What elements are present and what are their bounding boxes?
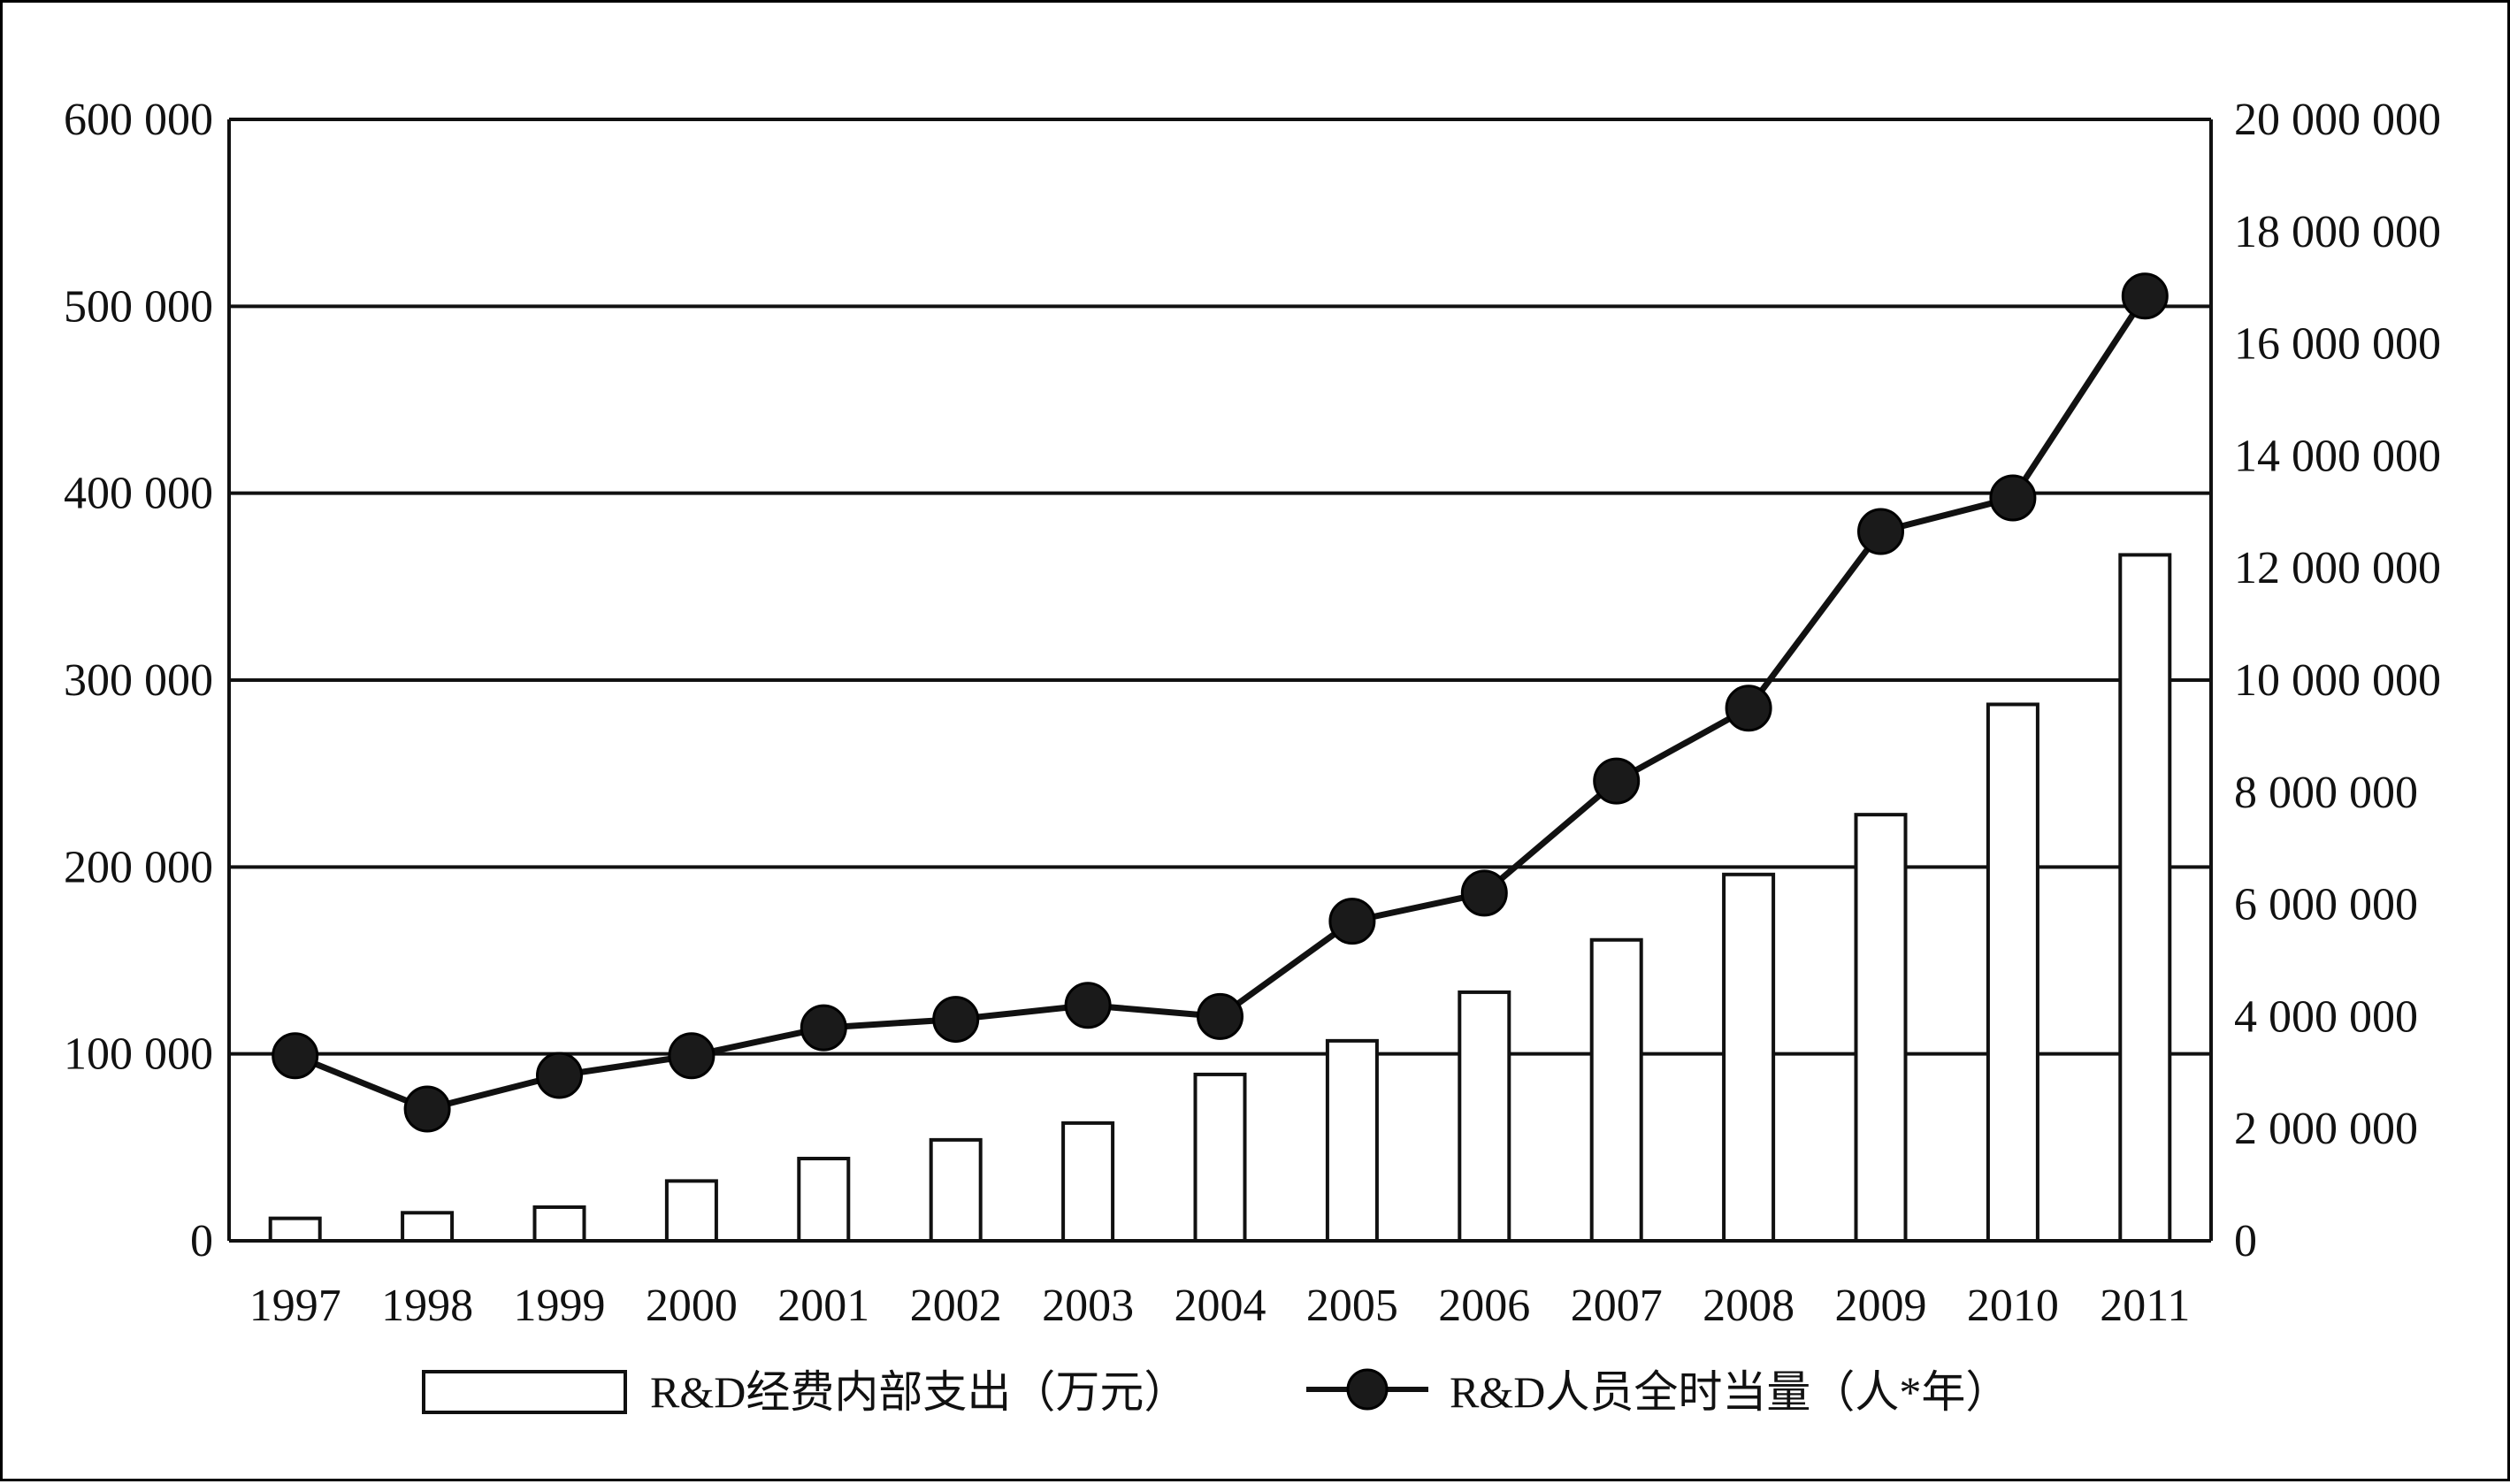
legend-bar-swatch (422, 1370, 627, 1414)
bar (1589, 937, 1643, 1243)
x-tick-label: 2011 (2100, 1281, 2190, 1331)
right-tick-label: 2 000 000 (2234, 1104, 2418, 1154)
left-tick-label: 200 000 (64, 842, 213, 892)
legend: R&D经费内部支出（万元） R&D人员全时当量（人*年） (422, 1367, 2009, 1417)
line-point (1857, 508, 1904, 555)
bar-series (268, 553, 2172, 1243)
line-point (932, 996, 980, 1044)
left-tick-label: 600 000 (64, 95, 213, 145)
right-tick-label: 20 000 000 (2234, 95, 2441, 145)
right-tick-label: 12 000 000 (2234, 543, 2441, 593)
line-point (668, 1032, 716, 1080)
x-tick-label: 2006 (1438, 1281, 1530, 1331)
line-point (536, 1052, 583, 1099)
left-tick-label: 100 000 (64, 1029, 213, 1080)
line-point (1989, 474, 2037, 522)
bar (1193, 1072, 1247, 1243)
bar (268, 1216, 322, 1243)
line-point (1064, 982, 1112, 1029)
bar (929, 1137, 983, 1243)
bar (401, 1211, 455, 1243)
x-tick-label: 2005 (1306, 1281, 1398, 1331)
right-tick-label: 8 000 000 (2234, 768, 2418, 818)
x-tick-label: 1998 (381, 1281, 473, 1331)
right-tick-label: 18 000 000 (2234, 207, 2441, 257)
right-tick-label: 6 000 000 (2234, 880, 2418, 930)
right-tick-label: 14 000 000 (2234, 431, 2441, 481)
x-tick-label: 2010 (1967, 1281, 2059, 1331)
line-point (1725, 685, 1772, 732)
bar (2118, 553, 2172, 1243)
line-point (1197, 992, 1244, 1040)
bar (1854, 813, 1908, 1243)
x-tick-label: 2008 (1703, 1281, 1794, 1331)
x-tick-label: 2009 (1835, 1281, 1927, 1331)
x-tick-label: 1997 (249, 1281, 341, 1331)
x-tick-label: 2002 (910, 1281, 1002, 1331)
right-tick-label: 16 000 000 (2234, 319, 2441, 370)
line-point (1593, 757, 1641, 805)
x-axis-ticks: 1997 1998 1999 2000 2001 2002 2003 2004 2005 2006… (249, 1281, 2191, 1331)
bar (1986, 702, 2039, 1243)
bar (1325, 1038, 1379, 1243)
x-tick-label: 2000 (646, 1281, 738, 1331)
bar (1722, 872, 1776, 1243)
line-point (2121, 272, 2169, 320)
line-point (1328, 898, 1376, 945)
bar (664, 1179, 718, 1243)
line-point (403, 1085, 451, 1133)
left-tick-label: 300 000 (64, 655, 213, 706)
right-tick-label: 0 (2234, 1216, 2257, 1266)
grid-lines (229, 118, 2211, 1243)
x-tick-label: 2001 (777, 1281, 869, 1331)
left-axis-ticks: 0 100 000 200 000 300 000 400 000 500 000 600 … (64, 95, 213, 1266)
right-tick-label: 10 000 000 (2234, 655, 2441, 706)
left-tick-label: 500 000 (64, 281, 213, 332)
line-point (272, 1032, 319, 1080)
x-tick-label: 1999 (514, 1281, 606, 1331)
left-tick-label: 0 (190, 1216, 213, 1266)
legend-line-label: R&D人员全时当量（人*年） (1450, 1367, 2009, 1417)
legend-bar-label: R&D经费内部支出（万元） (650, 1367, 1188, 1417)
bar (797, 1157, 851, 1243)
chart-svg: 0 100 000 200 000 300 000 400 000 500 000 600 … (64, 95, 2441, 1417)
x-tick-label: 2003 (1042, 1281, 1134, 1331)
line-point (800, 1004, 847, 1052)
line-point (1460, 869, 1508, 917)
bar (532, 1205, 586, 1243)
left-tick-label: 400 000 (64, 469, 213, 519)
right-axis-ticks: 0 2 000 000 4 000 000 6 000 000 8 000 000 10 … (2234, 95, 2441, 1266)
bar (1458, 990, 1511, 1243)
x-tick-label: 2004 (1175, 1281, 1266, 1331)
line-series (272, 272, 2169, 1133)
axes (227, 119, 2213, 1243)
legend-line-marker (1346, 1368, 1389, 1411)
right-tick-label: 4 000 000 (2234, 991, 2418, 1042)
bar (1061, 1121, 1115, 1243)
x-tick-label: 2007 (1571, 1281, 1663, 1331)
